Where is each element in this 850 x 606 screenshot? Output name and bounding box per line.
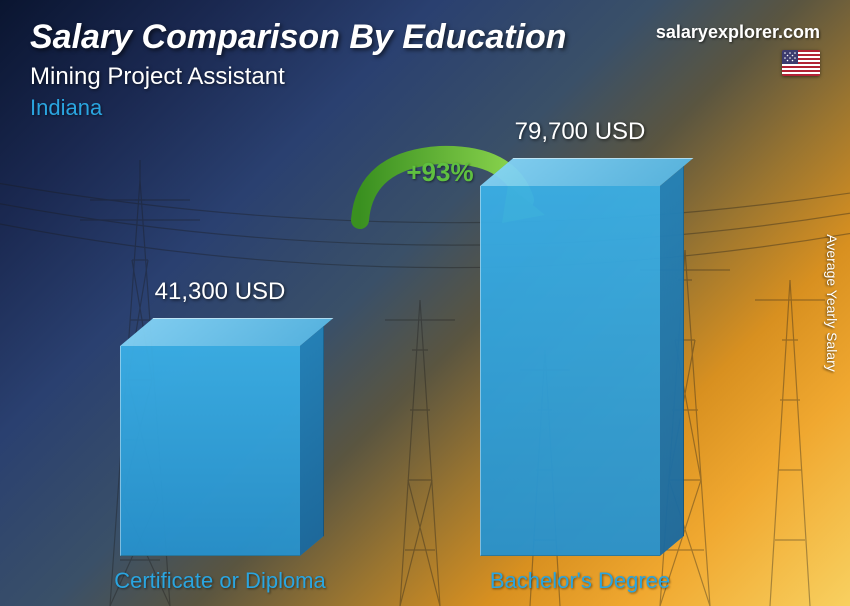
bar-label: Certificate or Diploma — [90, 568, 350, 594]
bar-top-face — [480, 158, 693, 186]
flag-icon — [782, 50, 820, 76]
y-axis-label: Average Yearly Salary — [824, 234, 840, 372]
chart-area: +93% 41,300 USD 79,700 USD Certificate o… — [0, 145, 810, 606]
chart-region: Indiana — [30, 95, 820, 121]
bar-value: 79,700 USD — [470, 118, 690, 146]
bar-side-face — [660, 166, 684, 556]
bar-label: Bachelor's Degree — [450, 568, 710, 594]
bar-side-face — [300, 326, 324, 556]
bar-value: 41,300 USD — [110, 278, 330, 306]
brand-label: salaryexplorer.com — [656, 22, 820, 43]
bar-top-face — [120, 318, 333, 346]
bar-front-face — [480, 186, 660, 556]
chart-subtitle: Mining Project Assistant — [30, 63, 820, 91]
bar-front-face — [120, 346, 300, 556]
